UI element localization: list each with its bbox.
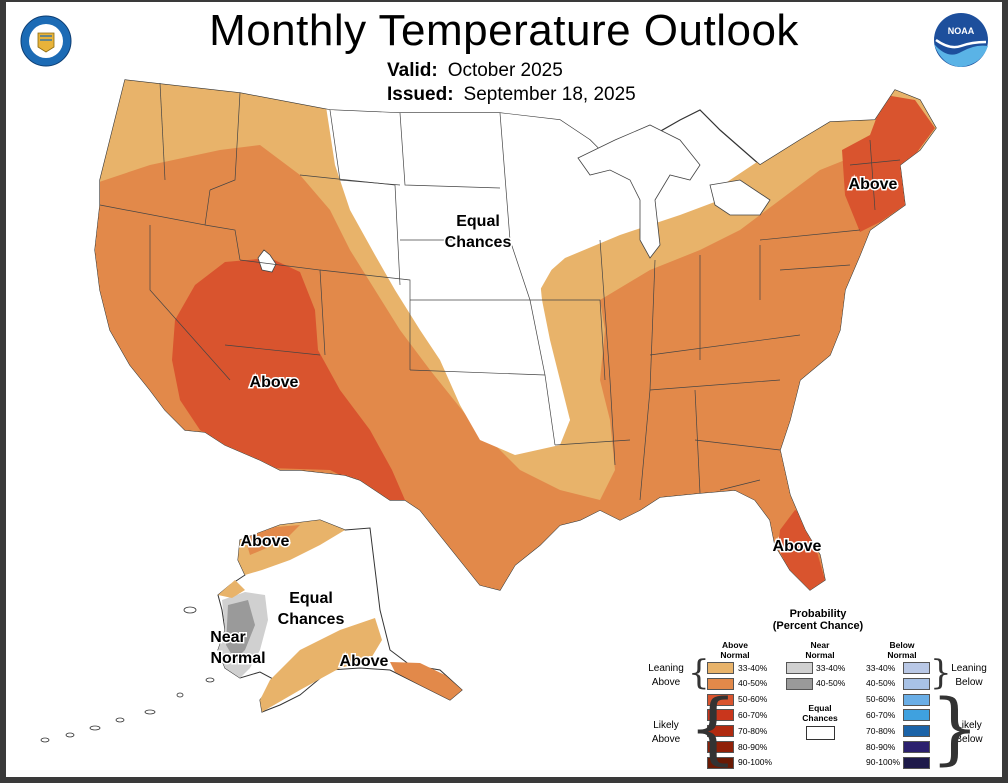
legend-below-row-swatch [903,756,930,769]
legend-below-row-label: 80-90% [866,741,896,752]
legend-leaning-below-line1: Leaning [951,663,987,674]
northeast-above-50-60-region [842,95,935,232]
alaska-south-above-label: Above [340,653,389,670]
legend-above-row-label: 60-70% [738,709,768,720]
aleutian-islands [40,606,215,743]
legend-likely-above-label: Likely Above [644,719,688,747]
legend-near-row-swatch [786,677,813,690]
southwest-above-50-60-region [172,258,405,520]
legend-below-row-swatch [903,709,930,722]
legend-below-row-label: 70-80% [866,725,896,736]
northeast-above-label: Above [849,176,898,193]
florida-above-label: Above [773,538,822,555]
legend-above-row-label: 40-50% [738,678,768,689]
legend-above-row-label: 70-80% [738,725,768,736]
legend-below-header-line1: Below [889,640,915,650]
legend-above-row-swatch [707,741,734,753]
legend-above-row-label: 80-90% [738,741,768,752]
conus-ec-label-line2: Chances [445,234,512,251]
legend-brace-leaning-above: { [688,653,710,693]
svg-text:NOAA: NOAA [948,26,975,36]
conus-west-above-label: Above [250,374,299,391]
legend-below-row-label: 50-60% [866,694,896,705]
legend-title-line2: (Percent Chance) [772,620,864,632]
legend-above-row-label: 50-60% [738,694,768,705]
legend-above-row-swatch [707,725,734,738]
legend-near-header-line1: Near [810,640,830,650]
legend-below-row-swatch [903,662,930,674]
alaska-ec-label-line2: Chances [278,611,345,628]
legend-above-header-line1: Above [722,640,748,650]
conus-ec-label-line1: Equal [456,213,500,230]
legend-brace-leaning-below: } [930,653,952,693]
alaska-ec-label-line1: Equal [289,590,333,607]
legend-near-row-label: 33-40% [816,662,846,673]
issued-value: September 18, 2025 [463,84,636,105]
legend-leaning-above-label: Leaning Above [644,662,688,690]
alaska-near-normal-label-line1: Near [210,629,246,646]
alaska [40,519,463,743]
alaska-panhandle-above [390,662,462,700]
legend-below-row-swatch [903,741,930,753]
legend-below-row-label: 60-70% [866,709,896,720]
legend-near-header: Near Normal [790,640,850,660]
commerce-seal-icon [20,15,72,67]
legend-above-header-line2: Normal [720,650,750,660]
legend-likely-below-line1: Likely [956,720,982,731]
issued-label: Issued: [387,84,454,105]
legend-likely-above-line2: Above [651,734,681,745]
valid-label: Valid: [387,60,438,81]
legend-above-row-label: 33-40% [738,662,768,673]
legend-likely-below-line2: Below [955,734,983,745]
legend-below-row-swatch [903,725,930,738]
noaa-logo-icon: NOAA [934,13,988,67]
legend-leaning-below-label: Leaning Below [946,662,992,690]
legend-likely-above-line1: Likely [653,720,679,731]
legend-below-header: Below Normal [872,640,932,660]
legend-above-row-swatch [707,677,734,690]
legend-above-row-label: 90-100% [738,757,773,768]
valid-line: Valid: October 2025 [387,60,563,82]
alaska-south-leaning-above [260,618,382,712]
legend-title-line1: Probability [789,608,847,620]
legend-below-row-label: 90-100% [866,757,901,768]
legend-near-row-swatch [786,662,813,674]
legend-equal-chances-swatch [806,726,835,740]
great-salt-lake [257,249,277,273]
legend-above-row-swatch [707,662,734,674]
alaska-north-above-label: Above [241,533,290,550]
alaska-west-leaning-above [218,580,245,598]
legend-brace-likely-above: { [688,684,738,774]
legend-above-row-swatch [707,693,734,706]
legend-below-row-label: 33-40% [866,662,896,673]
alaska-near-normal-label-line2: Normal [210,650,265,667]
legend-below-row-swatch [903,693,930,706]
state-boundaries [99,82,901,501]
legend-near-row-label: 40-50% [816,678,846,689]
legend-ec-line1: Equal [808,703,832,713]
legend-above-header: Above Normal [705,640,765,660]
legend-above-row-swatch [707,709,734,722]
legend-below-row-label: 40-50% [866,678,896,689]
legend-ec-line2: Chances [802,713,838,723]
legend-leaning-above-line2: Above [651,677,681,688]
legend-equal-chances-label: Equal Chances [790,703,850,723]
page-title: Monthly Temperature Outlook [209,6,799,55]
issued-line: Issued: September 18, 2025 [387,84,636,106]
legend-brace-likely-below: } [930,684,980,774]
alaska-north-above-40-50 [245,525,300,555]
legend-likely-below-label: Likely Below [946,719,992,747]
alaska-near-normal-core [226,600,255,660]
legend-leaning-above-line1: Leaning [648,663,684,674]
valid-value: October 2025 [447,60,563,81]
legend-below-header-line2: Normal [887,650,917,660]
legend-below-row-swatch [903,677,930,690]
legend-near-header-line2: Normal [805,650,835,660]
great-lakes [577,124,771,259]
legend-title: Probability (Percent Chance) [752,608,884,632]
legend-leaning-below-line2: Below [955,677,983,688]
legend-above-row-swatch [707,756,734,769]
